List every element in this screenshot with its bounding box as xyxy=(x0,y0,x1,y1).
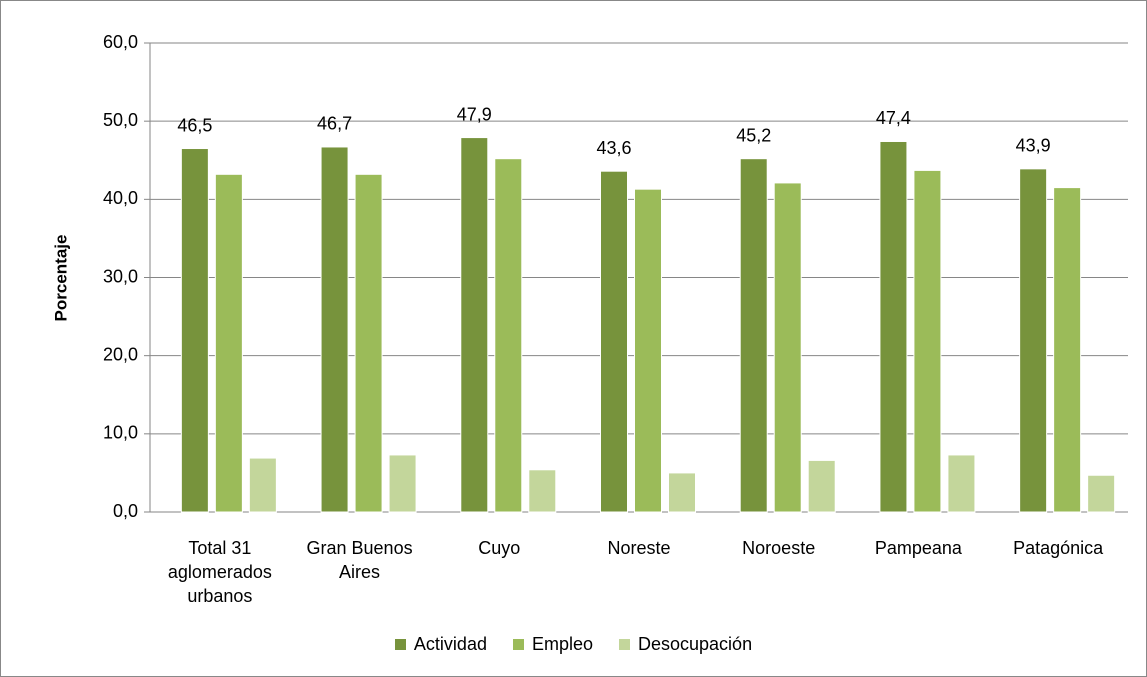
bar xyxy=(600,170,628,513)
bar xyxy=(354,173,383,513)
bar xyxy=(1053,187,1082,513)
bar xyxy=(913,169,942,513)
bar xyxy=(528,469,557,513)
bar xyxy=(460,137,489,513)
legend-label: Desocupación xyxy=(638,634,753,654)
y-tick-label: 0,0 xyxy=(113,501,138,521)
y-tick-label: 30,0 xyxy=(103,266,138,286)
bar xyxy=(1019,168,1048,513)
bar xyxy=(320,146,349,513)
bar xyxy=(739,158,768,513)
data-label: 43,6 xyxy=(596,138,631,158)
x-tick-label: Pampeana xyxy=(874,538,962,558)
legend-swatch xyxy=(619,639,630,650)
bar xyxy=(214,173,243,513)
bar xyxy=(388,454,417,513)
x-tick-label: Patagónica xyxy=(1013,538,1104,558)
bar xyxy=(773,182,802,513)
data-label: 43,9 xyxy=(1016,136,1051,156)
y-tick-label: 20,0 xyxy=(103,344,138,364)
bar xyxy=(807,459,836,513)
bar xyxy=(947,454,976,513)
bar xyxy=(879,140,908,513)
x-tick-label: Noreste xyxy=(607,538,671,558)
legend-item: Empleo xyxy=(512,634,593,655)
legend-swatch xyxy=(512,639,524,650)
y-tick-label: 10,0 xyxy=(103,423,138,443)
bar xyxy=(180,148,209,513)
x-tick-label: Cuyo xyxy=(478,538,521,558)
bar xyxy=(494,158,523,513)
legend-item: Desocupación xyxy=(619,634,752,655)
y-tick-label: 50,0 xyxy=(103,110,138,130)
bar xyxy=(634,188,662,513)
x-tick-label: Total 31 aglomerados urbanos xyxy=(167,538,272,606)
data-label: 47,4 xyxy=(876,108,911,128)
legend-swatch xyxy=(394,639,406,650)
bar xyxy=(668,472,696,513)
data-label: 46,5 xyxy=(177,115,212,135)
bar xyxy=(1087,474,1116,513)
x-tick-label: Noroeste xyxy=(742,538,816,558)
legend-item: Actividad xyxy=(394,634,487,655)
data-label: 47,9 xyxy=(457,104,492,124)
legend-label: Empleo xyxy=(531,634,593,654)
data-label: 46,7 xyxy=(317,114,352,134)
data-label: 45,2 xyxy=(736,125,771,145)
y-axis-label: Porcentaje xyxy=(51,235,70,322)
y-tick-label: 40,0 xyxy=(103,188,138,208)
legend: Actividad Empleo Desocupación xyxy=(0,634,1147,655)
y-tick-label: 60,0 xyxy=(103,32,138,52)
bar xyxy=(248,457,277,513)
x-tick-label: Gran Buenos Aires xyxy=(306,538,413,582)
legend-label: Actividad xyxy=(413,634,487,654)
